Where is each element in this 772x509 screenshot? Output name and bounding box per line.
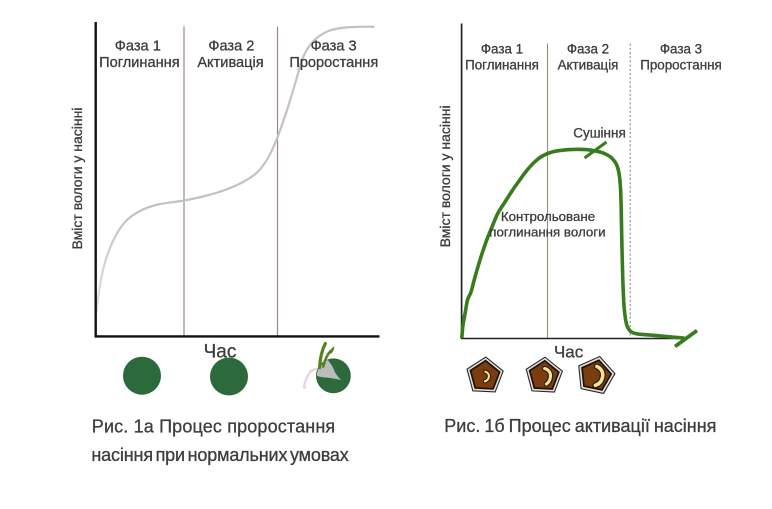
svg-text:Фаза 2: Фаза 2 (208, 38, 254, 54)
svg-text:Поглинання: Поглинання (465, 58, 539, 73)
svg-text:Фаза 1: Фаза 1 (115, 38, 161, 54)
svg-text:насіння при нормальних умовах: насіння при нормальних умовах (91, 445, 348, 465)
svg-text:Вміст вологи у насінні: Вміст вологи у насінні (437, 105, 453, 247)
svg-text:Контрольоване: Контрольоване (501, 209, 595, 224)
svg-text:Фаза 3: Фаза 3 (660, 42, 702, 57)
svg-text:Проростання: Проростання (289, 55, 378, 71)
svg-text:Проростання: Проростання (640, 58, 722, 73)
svg-text:Активація: Активація (197, 55, 263, 71)
svg-text:Активація: Активація (558, 58, 619, 73)
svg-text:Поглинання: Поглинання (99, 55, 179, 71)
svg-text:Рис. 1б Процес активації насін: Рис. 1б Процес активації насіння (444, 416, 716, 436)
svg-text:поглинання вологи: поглинання вологи (489, 225, 605, 240)
svg-text:Час: Час (204, 342, 237, 363)
svg-text:Рис. 1а Процес проростання: Рис. 1а Процес проростання (92, 417, 336, 437)
svg-text:Сушіння: Сушіння (573, 125, 626, 140)
svg-text:Час: Час (554, 343, 584, 362)
svg-text:Фаза 1: Фаза 1 (481, 42, 523, 57)
svg-text:Фаза 3: Фаза 3 (311, 38, 357, 54)
svg-text:Вміст вологи у насінні: Вміст вологи у насінні (69, 108, 85, 250)
svg-text:Фаза 2: Фаза 2 (567, 42, 609, 57)
